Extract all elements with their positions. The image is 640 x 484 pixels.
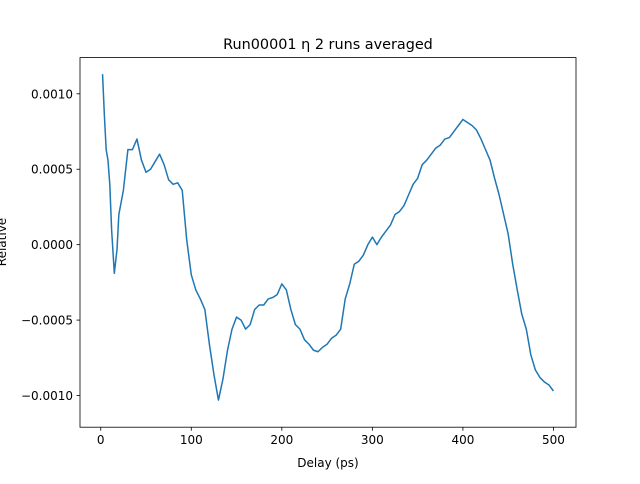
y-tick-label: 0.0000 xyxy=(31,238,73,252)
data-line xyxy=(101,74,555,401)
y-tick-label: −0.0005 xyxy=(21,314,73,328)
x-axis-label: Delay (ps) xyxy=(297,456,358,470)
y-tick-label: −0.0010 xyxy=(21,389,73,403)
x-tick-label: 100 xyxy=(180,433,203,447)
x-tick-label: 0 xyxy=(97,433,105,447)
y-axis-label: Relative xyxy=(0,218,9,266)
y-tick-label: 0.0005 xyxy=(31,163,73,177)
x-tick-label: 300 xyxy=(361,433,384,447)
axes-frame xyxy=(79,57,577,428)
x-tick-label: 500 xyxy=(542,433,565,447)
chart-title: Run00001 η 2 runs averaged xyxy=(223,37,433,53)
x-tick-label: 200 xyxy=(270,433,293,447)
y-tick-label: 0.0010 xyxy=(31,87,73,101)
x-tick-label: 400 xyxy=(451,433,474,447)
